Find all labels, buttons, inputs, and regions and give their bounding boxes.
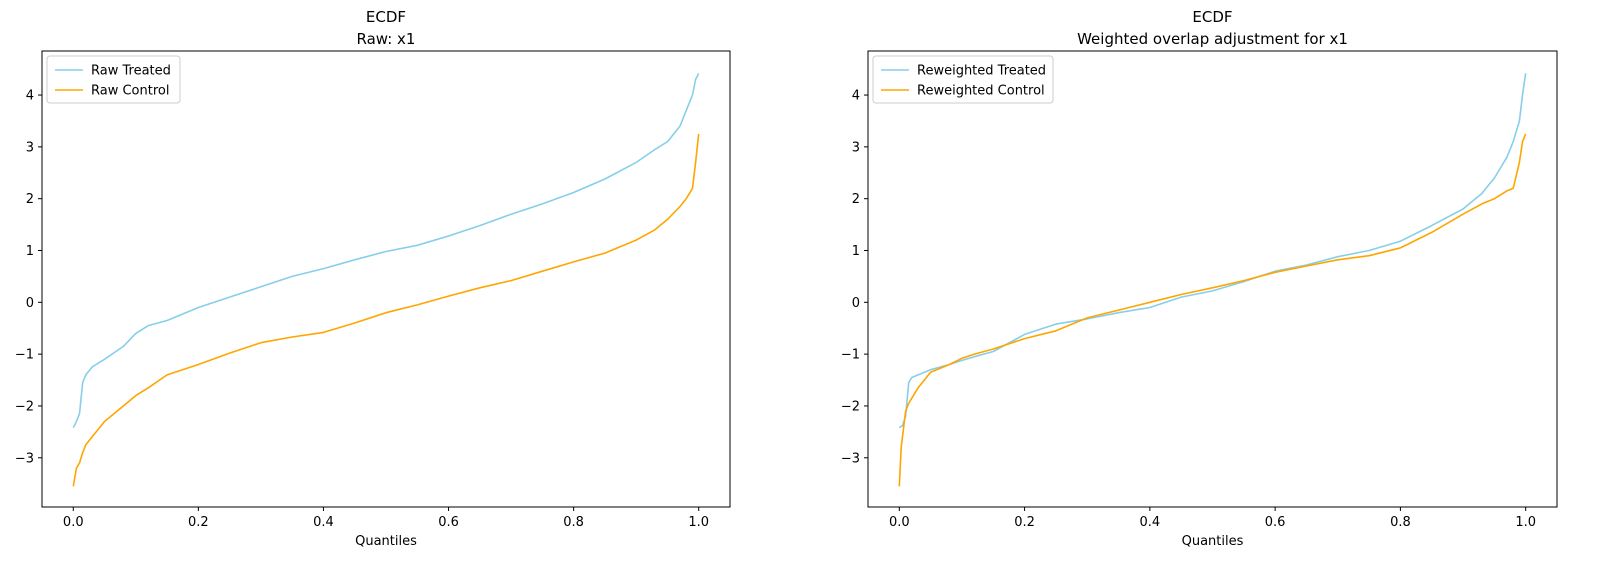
y-tick-label: −3: [15, 451, 34, 466]
legend: Raw Treated Raw Control: [46, 55, 181, 104]
x-tick-label: 0.0: [63, 515, 84, 530]
plot-frame: [41, 50, 731, 508]
x-axis-label: Quantiles: [1182, 534, 1244, 549]
legend-label: Reweighted Treated: [917, 64, 1046, 79]
x-tick-label: 0.6: [438, 515, 459, 530]
x-axis-label: Quantiles: [355, 534, 417, 549]
y-tick-label: 3: [26, 140, 34, 155]
legend-label: Reweighted Control: [917, 84, 1045, 99]
x-tick-label: 0.0: [889, 515, 910, 530]
series-line-raw-treated: [72, 72, 700, 429]
y-tick-label: 2: [26, 192, 34, 207]
y-tick-label: −1: [841, 348, 860, 363]
x-tick-label: 0.8: [563, 515, 584, 530]
x-tick-label: 0.8: [1390, 515, 1411, 530]
y-tick-label: 4: [852, 89, 860, 104]
y-tick-label: 0: [852, 296, 860, 311]
y-tick-label: −3: [841, 451, 860, 466]
x-tick-label: 1.0: [688, 515, 709, 530]
y-tick-label: 2: [852, 192, 860, 207]
y-tick-label: 1: [26, 244, 34, 259]
y-tick-label: 3: [852, 140, 860, 155]
x-tick-label: 0.4: [313, 515, 334, 530]
ecdf-panel-2: ECDF Weighted overlap adjustment for x1 0.…: [841, 8, 1558, 549]
y-tick-label: 0: [26, 296, 34, 311]
ecdf-panel-1: ECDF Raw: x1 0.0 0.2 0.4 0.6 0.8 1.0 −3 −2 −1 0 1 2 3 4…: [15, 8, 731, 549]
y-tick-label: −2: [15, 399, 34, 414]
x-tick-label: 0.2: [1014, 515, 1035, 530]
x-tick-label: 1.0: [1515, 515, 1536, 530]
series-line-reweighted-treated: [898, 73, 1527, 429]
y-tick-label: 4: [26, 89, 34, 104]
series-line-reweighted-control: [898, 133, 1527, 487]
chart-title: ECDF: [1192, 8, 1232, 26]
plot-frame: [867, 50, 1558, 508]
series-line-raw-control: [72, 133, 700, 487]
y-tick-label: −1: [15, 348, 34, 363]
x-tick-label: 0.6: [1265, 515, 1286, 530]
chart-subtitle: Weighted overlap adjustment for x1: [1077, 30, 1348, 48]
legend-label: Raw Treated: [91, 64, 171, 79]
legend-box: [46, 55, 181, 104]
chart-title: ECDF: [366, 8, 406, 26]
y-tick-label: 1: [852, 244, 860, 259]
chart-subtitle: Raw: x1: [357, 30, 416, 48]
x-tick-label: 0.2: [188, 515, 209, 530]
y-tick-label: −2: [841, 399, 860, 414]
legend-label: Raw Control: [91, 84, 169, 99]
x-tick-label: 0.4: [1140, 515, 1161, 530]
legend-box: [872, 55, 1054, 104]
legend: Reweighted Treated Reweighted Control: [872, 55, 1054, 104]
